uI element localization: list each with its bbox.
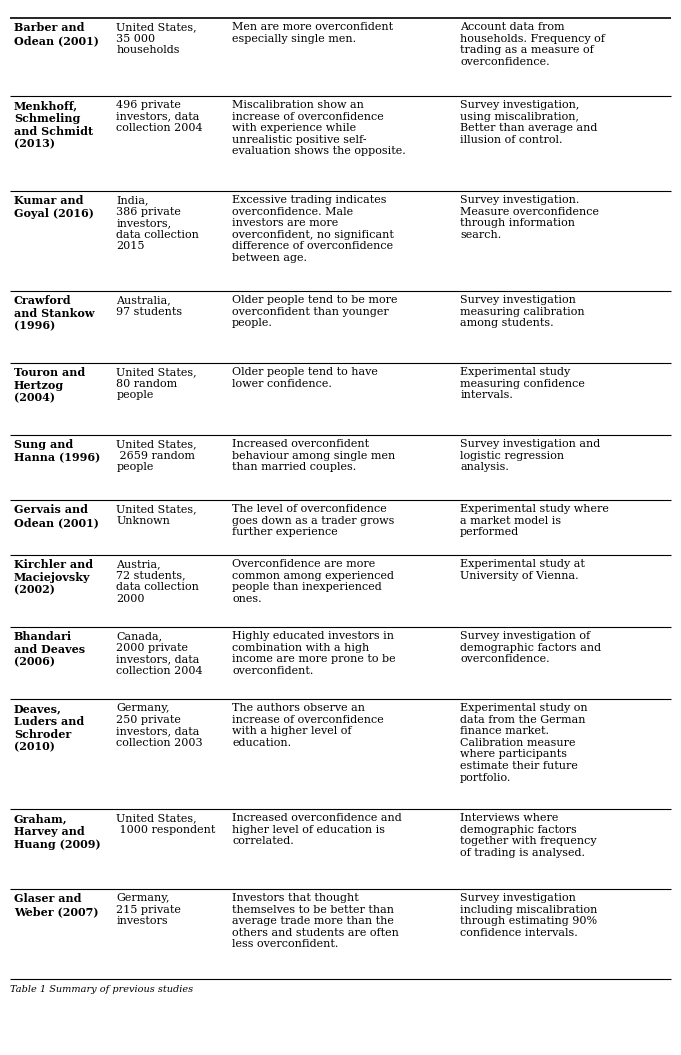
Text: Gervais and
Odean (2001): Gervais and Odean (2001) (14, 504, 99, 528)
Text: Menkhoff,
Schmeling
and Schmidt
(2013): Menkhoff, Schmeling and Schmidt (2013) (14, 100, 93, 150)
Text: United States,
80 random
people: United States, 80 random people (116, 367, 197, 400)
Text: Touron and
Hertzog
(2004): Touron and Hertzog (2004) (14, 367, 85, 404)
Text: Investors that thought
themselves to be better than
average trade more than the
: Investors that thought themselves to be … (232, 893, 399, 950)
Text: Highly educated investors in
combination with a high
income are more prone to be: Highly educated investors in combination… (232, 631, 396, 676)
Text: Germany,
215 private
investors: Germany, 215 private investors (116, 893, 181, 926)
Text: Survey investigation and
logistic regression
analysis.: Survey investigation and logistic regres… (460, 439, 601, 473)
Text: Australia,
97 students: Australia, 97 students (116, 295, 183, 316)
Text: Experimental study on
data from the German
finance market.
Calibration measure
w: Experimental study on data from the Germ… (460, 703, 588, 783)
Text: Austria,
72 students,
data collection
2000: Austria, 72 students, data collection 20… (116, 559, 200, 603)
Text: Survey investigation
including miscalibration
through estimating 90%
confidence : Survey investigation including miscalibr… (460, 893, 597, 938)
Text: United States,
35 000
households: United States, 35 000 households (116, 22, 197, 55)
Text: Older people tend to be more
overconfident than younger
people.: Older people tend to be more overconfide… (232, 295, 398, 328)
Text: Barber and
Odean (2001): Barber and Odean (2001) (14, 22, 99, 45)
Text: Bhandari
and Deaves
(2006): Bhandari and Deaves (2006) (14, 631, 85, 668)
Text: Excessive trading indicates
overconfidence. Male
investors are more
overconfiden: Excessive trading indicates overconfiden… (232, 195, 394, 263)
Text: Survey investigation.
Measure overconfidence
through information
search.: Survey investigation. Measure overconfid… (460, 195, 599, 239)
Text: Sung and
Hanna (1996): Sung and Hanna (1996) (14, 439, 100, 463)
Text: Crawford
and Stankow
(1996): Crawford and Stankow (1996) (14, 295, 95, 331)
Text: Miscalibration show an
increase of overconfidence
with experience while
unrealis: Miscalibration show an increase of overc… (232, 100, 406, 156)
Text: Experimental study at
University of Vienna.: Experimental study at University of Vien… (460, 559, 585, 580)
Text: United States,
 1000 respondent: United States, 1000 respondent (116, 813, 216, 835)
Text: Experimental study
measuring confidence
intervals.: Experimental study measuring confidence … (460, 367, 585, 400)
Text: United States,
 2659 random
people: United States, 2659 random people (116, 439, 197, 473)
Text: Germany,
250 private
investors, data
collection 2003: Germany, 250 private investors, data col… (116, 703, 203, 748)
Text: Kirchler and
Maciejovsky
(2002): Kirchler and Maciejovsky (2002) (14, 559, 93, 596)
Text: Older people tend to have
lower confidence.: Older people tend to have lower confiden… (232, 367, 378, 388)
Text: Kumar and
Goyal (2016): Kumar and Goyal (2016) (14, 195, 94, 218)
Text: Glaser and
Weber (2007): Glaser and Weber (2007) (14, 893, 99, 917)
Text: The authors observe an
increase of overconfidence
with a higher level of
educati: The authors observe an increase of overc… (232, 703, 384, 748)
Text: Men are more overconfident
especially single men.: Men are more overconfident especially si… (232, 22, 393, 43)
Text: Canada,
2000 private
investors, data
collection 2004: Canada, 2000 private investors, data col… (116, 631, 203, 676)
Text: Overconfidence are more
common among experienced
people than inexperienced
ones.: Overconfidence are more common among exp… (232, 559, 394, 603)
Text: Interviews where
demographic factors
together with frequency
of trading is analy: Interviews where demographic factors tog… (460, 813, 597, 858)
Text: Graham,
Harvey and
Huang (2009): Graham, Harvey and Huang (2009) (14, 813, 101, 849)
Text: Experimental study where
a market model is
performed: Experimental study where a market model … (460, 504, 609, 537)
Text: Increased overconfident
behaviour among single men
than married couples.: Increased overconfident behaviour among … (232, 439, 396, 473)
Text: Account data from
households. Frequency of
trading as a measure of
overconfidenc: Account data from households. Frequency … (460, 22, 605, 66)
Text: Deaves,
Luders and
Schroder
(2010): Deaves, Luders and Schroder (2010) (14, 703, 84, 752)
Text: United States,
Unknown: United States, Unknown (116, 504, 197, 525)
Text: India,
386 private
investors,
data collection
2015: India, 386 private investors, data colle… (116, 195, 200, 251)
Text: Survey investigation of
demographic factors and
overconfidence.: Survey investigation of demographic fact… (460, 631, 601, 665)
Text: Increased overconfidence and
higher level of education is
correlated.: Increased overconfidence and higher leve… (232, 813, 402, 846)
Text: Table 1 Summary of previous studies: Table 1 Summary of previous studies (10, 985, 193, 994)
Text: Survey investigation
measuring calibration
among students.: Survey investigation measuring calibrati… (460, 295, 585, 328)
Text: 496 private
investors, data
collection 2004: 496 private investors, data collection 2… (116, 100, 203, 133)
Text: The level of overconfidence
goes down as a trader grows
further experience: The level of overconfidence goes down as… (232, 504, 394, 537)
Text: Survey investigation,
using miscalibration,
Better than average and
illusion of : Survey investigation, using miscalibrati… (460, 100, 597, 145)
